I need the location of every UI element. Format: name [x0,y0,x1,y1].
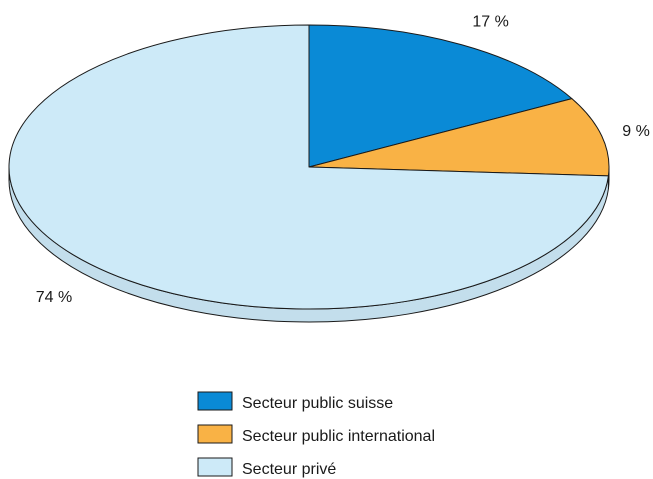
slice-label-secteur-prive: 74 % [36,289,72,306]
legend-swatch-secteur-public-suisse [197,391,233,411]
pie-slice-secteur-public-suisse [308,24,573,168]
legend-swatch-secteur-prive [197,457,233,477]
legend-swatch-secteur-public-international [197,424,233,444]
legend-item-secteur-prive: Secteur privé [197,457,336,478]
pie-slice-secteur-public-international [308,98,610,177]
legend: Secteur public suisse Secteur public inte… [197,391,435,478]
legend-label-secteur-prive: Secteur privé [242,461,336,478]
slice-label-secteur-public-international: 9 % [622,123,650,140]
pie-top [8,24,610,310]
slice-labels: 17 % 9 % 74 % [36,13,650,306]
legend-item-secteur-public-international: Secteur public international [197,424,435,445]
legend-label-secteur-public-suisse: Secteur public suisse [242,395,393,412]
legend-label-secteur-public-international: Secteur public international [242,428,435,445]
legend-item-secteur-public-suisse: Secteur public suisse [197,391,393,412]
pie-slice-secteur-prive [8,24,609,310]
slice-label-secteur-public-suisse: 17 % [472,13,508,30]
